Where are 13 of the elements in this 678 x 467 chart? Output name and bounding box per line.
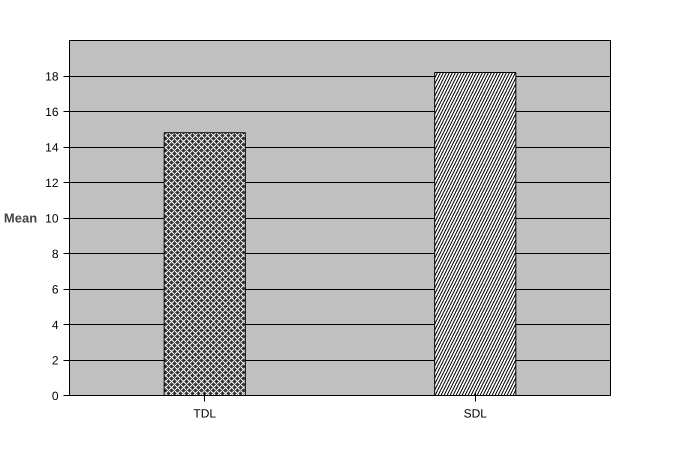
y-tick-label: 16 [45, 105, 59, 119]
y-tick-label: 2 [52, 354, 59, 368]
y-tick-label: 8 [52, 247, 59, 261]
y-tick-label: 4 [52, 318, 59, 332]
x-tick-label: TDL [193, 406, 216, 420]
x-tick-label: SDL [464, 406, 488, 420]
y-tick-label: 18 [45, 70, 59, 84]
y-tick-label: 14 [45, 140, 59, 154]
y-axis-title: Mean [4, 210, 38, 226]
y-tick-label: 0 [52, 389, 59, 403]
y-tick-label: 12 [45, 176, 59, 190]
y-tick-label: 10 [45, 212, 59, 226]
y-tick-label: 6 [52, 282, 59, 296]
